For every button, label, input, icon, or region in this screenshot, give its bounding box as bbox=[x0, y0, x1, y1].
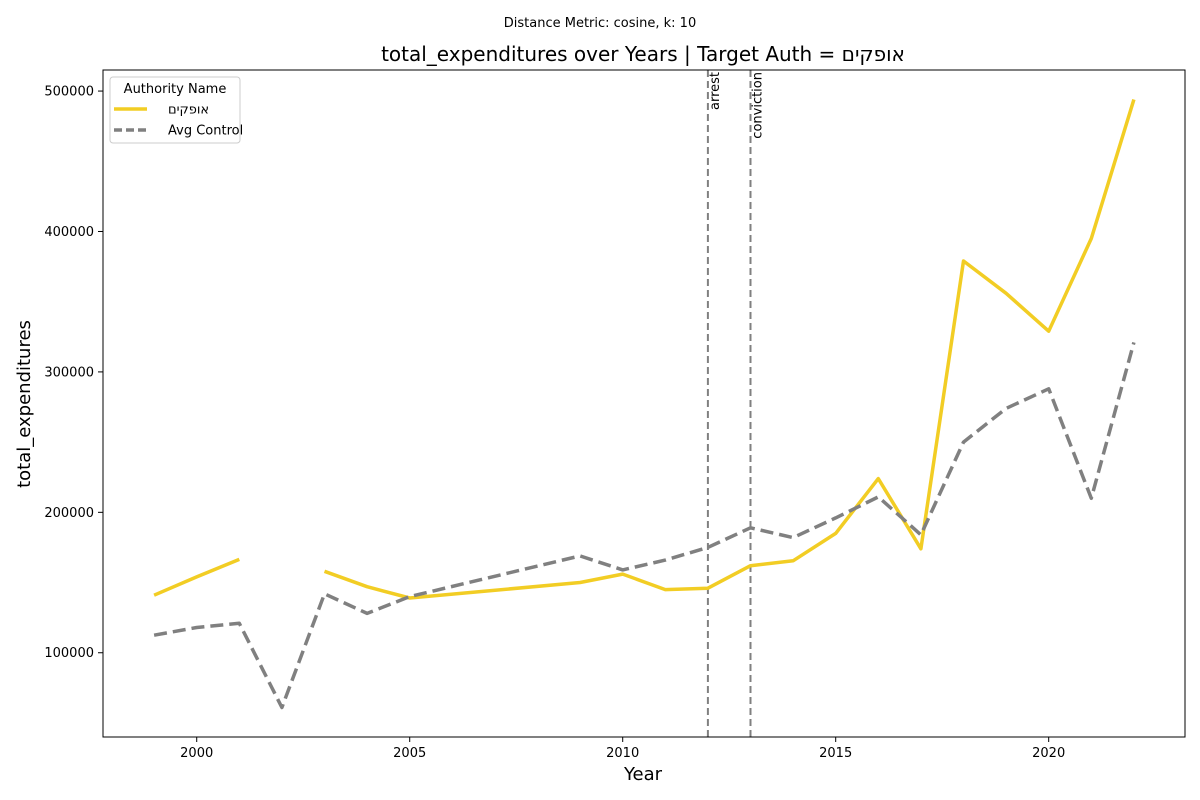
y-tick-label-100000: 100000 bbox=[44, 646, 94, 661]
legend-title: Authority Name bbox=[124, 82, 227, 97]
event-label-conviction: conviction bbox=[750, 72, 765, 139]
x-tick-label-2015: 2015 bbox=[819, 746, 852, 761]
legend: Authority Name אופקים Avg Control bbox=[109, 76, 243, 144]
y-tick-label-200000: 200000 bbox=[44, 506, 94, 521]
y-tick-label-300000: 300000 bbox=[44, 365, 94, 380]
x-axis-label: Year bbox=[623, 764, 663, 785]
x-tick-label-2020: 2020 bbox=[1032, 746, 1065, 761]
legend-label-0: אופקים bbox=[168, 103, 209, 118]
y-tick-label-400000: 400000 bbox=[44, 225, 94, 240]
y-tick-label-500000: 500000 bbox=[44, 85, 94, 100]
x-tick-label-2010: 2010 bbox=[606, 746, 639, 761]
plot-area: arrest conviction bbox=[153, 70, 1136, 737]
legend-label-1: Avg Control bbox=[168, 124, 243, 139]
series-0-line-segment-0 bbox=[153, 557, 240, 597]
plot-frame bbox=[102, 69, 1186, 738]
event-label-arrest: arrest bbox=[708, 72, 723, 110]
x-tick-label-2005: 2005 bbox=[393, 746, 426, 761]
y-axis-label: total_expenditures bbox=[14, 320, 35, 488]
series-0-line-segment-1 bbox=[323, 98, 1136, 600]
series-1-line-segment-0 bbox=[153, 341, 1136, 710]
suptitle: Distance Metric: cosine, k: 10 bbox=[504, 16, 696, 31]
chart-title: total_expenditures over Years | Target A… bbox=[381, 42, 905, 66]
x-tick-label-2000: 2000 bbox=[180, 746, 213, 761]
legend-box bbox=[109, 76, 241, 144]
